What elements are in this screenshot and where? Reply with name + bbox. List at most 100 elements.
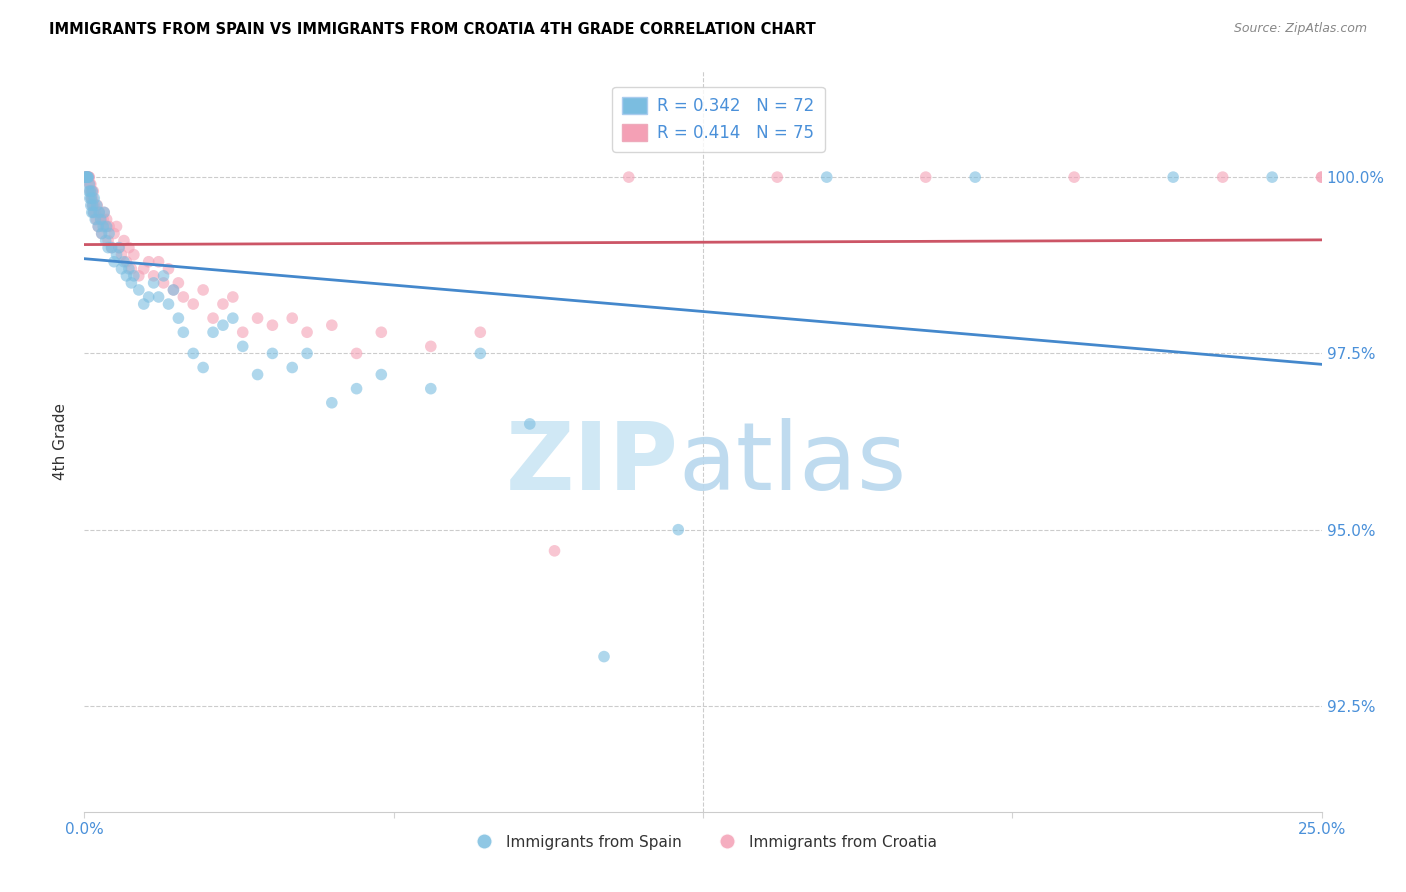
Point — [100, 241, 122, 255]
Point — [100, 241, 122, 255]
Point — [87, 219, 110, 234]
Point — [157, 261, 180, 276]
Point — [79, 184, 101, 198]
Point — [122, 248, 145, 262]
Point — [766, 170, 789, 185]
Point — [1161, 170, 1184, 185]
Point — [98, 219, 121, 234]
Point — [295, 325, 318, 339]
Point — [370, 325, 392, 339]
Point — [84, 212, 107, 227]
Point — [108, 241, 131, 255]
Point — [87, 219, 110, 234]
Point — [232, 325, 254, 339]
Point — [1212, 170, 1234, 185]
Point — [191, 283, 214, 297]
Point — [212, 297, 235, 311]
Point — [91, 212, 114, 227]
Point — [80, 191, 103, 205]
Point — [103, 227, 125, 241]
Point — [77, 184, 100, 198]
Point — [86, 198, 108, 212]
Point — [77, 170, 100, 185]
Point — [76, 170, 98, 185]
Point — [79, 177, 101, 191]
Point — [138, 254, 160, 268]
Point — [110, 248, 132, 262]
Point — [666, 523, 689, 537]
Point — [80, 184, 103, 198]
Point — [76, 170, 98, 185]
Point — [346, 346, 368, 360]
Point — [112, 234, 135, 248]
Point — [172, 290, 194, 304]
Point — [1310, 170, 1333, 185]
Point — [82, 198, 104, 212]
Point — [128, 283, 150, 297]
Point — [76, 170, 98, 185]
Point — [82, 198, 104, 212]
Point — [115, 268, 138, 283]
Point — [162, 283, 184, 297]
Point — [246, 368, 269, 382]
Point — [97, 241, 120, 255]
Point — [80, 191, 103, 205]
Point — [77, 170, 100, 185]
Point — [222, 290, 245, 304]
Point — [79, 191, 101, 205]
Point — [94, 219, 117, 234]
Point — [202, 311, 225, 326]
Point — [90, 227, 112, 241]
Point — [115, 254, 138, 268]
Point — [76, 170, 98, 185]
Point — [212, 318, 235, 333]
Point — [120, 261, 142, 276]
Point — [815, 170, 838, 185]
Point — [105, 248, 128, 262]
Point — [82, 191, 104, 205]
Point — [281, 360, 304, 375]
Point — [222, 311, 245, 326]
Point — [148, 290, 170, 304]
Point — [90, 212, 112, 227]
Point — [122, 268, 145, 283]
Point — [84, 212, 107, 227]
Point — [181, 346, 204, 360]
Point — [419, 382, 441, 396]
Point — [76, 170, 98, 185]
Point — [90, 212, 112, 227]
Point — [321, 396, 343, 410]
Point — [80, 177, 103, 191]
Point — [118, 241, 141, 255]
Point — [172, 325, 194, 339]
Point — [1310, 170, 1333, 185]
Point — [152, 276, 174, 290]
Text: IMMIGRANTS FROM SPAIN VS IMMIGRANTS FROM CROATIA 4TH GRADE CORRELATION CHART: IMMIGRANTS FROM SPAIN VS IMMIGRANTS FROM… — [49, 22, 815, 37]
Point — [83, 205, 105, 219]
Point — [295, 346, 318, 360]
Point — [79, 177, 101, 191]
Point — [83, 198, 105, 212]
Point — [232, 339, 254, 353]
Point — [93, 205, 115, 219]
Point — [262, 346, 284, 360]
Point — [93, 205, 115, 219]
Point — [77, 170, 100, 185]
Point — [138, 290, 160, 304]
Point — [76, 170, 98, 185]
Point — [543, 544, 565, 558]
Point — [97, 234, 120, 248]
Point — [82, 184, 104, 198]
Point — [246, 311, 269, 326]
Point — [370, 368, 392, 382]
Point — [89, 205, 111, 219]
Point — [617, 170, 640, 185]
Point — [470, 325, 492, 339]
Point — [80, 205, 103, 219]
Point — [157, 297, 180, 311]
Point — [75, 170, 97, 185]
Point — [120, 276, 142, 290]
Point — [202, 325, 225, 339]
Point — [1261, 170, 1284, 185]
Text: Source: ZipAtlas.com: Source: ZipAtlas.com — [1233, 22, 1367, 36]
